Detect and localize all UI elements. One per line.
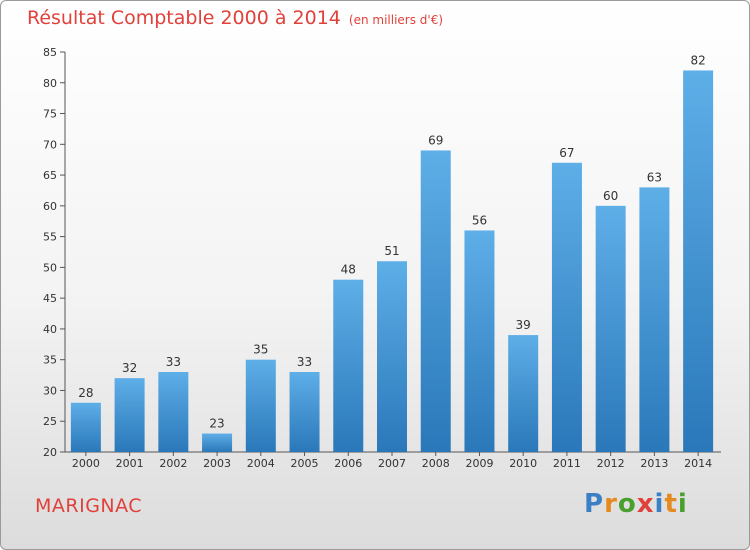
logo-letter: i — [677, 489, 688, 519]
y-tick-label: 35 — [43, 354, 57, 367]
bar — [333, 279, 364, 452]
y-tick-label: 30 — [43, 384, 57, 397]
bar — [70, 402, 101, 452]
y-tick-label: 60 — [43, 200, 57, 213]
x-tick-label: 2012 — [597, 457, 625, 470]
logo-letter: P — [584, 489, 605, 519]
bar-value-label: 23 — [209, 417, 224, 431]
x-tick-label: 2010 — [509, 457, 537, 470]
bar-value-label: 51 — [384, 244, 399, 258]
bar-value-label: 33 — [297, 355, 312, 369]
y-tick-label: 40 — [43, 323, 57, 336]
logo-letter: x — [636, 489, 655, 519]
x-tick-label: 2009 — [465, 457, 493, 470]
y-tick-label: 75 — [43, 108, 57, 121]
x-axis: 2000 2001 2002 2003 2004 2005 2006 2007 2008 2009… — [65, 451, 721, 470]
bar — [289, 372, 320, 452]
y-tick-label: 45 — [43, 292, 57, 305]
bar — [464, 230, 495, 452]
y-tick-label: 25 — [43, 415, 57, 428]
bar-value-label: 69 — [428, 133, 443, 147]
y-tick-label: 50 — [43, 261, 57, 274]
x-tick-label: 2007 — [378, 457, 406, 470]
bar — [508, 335, 539, 452]
bar — [595, 205, 626, 452]
x-tick-label: 2013 — [640, 457, 668, 470]
x-tick-label: 2006 — [334, 457, 362, 470]
y-tick-label: 80 — [43, 77, 57, 90]
x-tick-label: 2008 — [422, 457, 450, 470]
place-name: MARIGNAC — [35, 495, 143, 517]
x-tick-label: 2005 — [291, 457, 319, 470]
x-tick-label: 2000 — [72, 457, 100, 470]
bar — [639, 187, 670, 452]
bar — [158, 372, 189, 452]
bar — [114, 378, 145, 452]
y-tick-label: 65 — [43, 169, 57, 182]
bar-value-label: 60 — [603, 189, 618, 203]
y-axis: 20 25 30 35 40 45 50 55 60 65 70 75 80 85 — [43, 46, 66, 459]
bar-value-label: 48 — [341, 263, 356, 277]
y-tick-label: 70 — [43, 138, 57, 151]
bars — [70, 70, 714, 452]
logo-letter: i — [654, 489, 665, 519]
x-tick-label: 2001 — [116, 457, 144, 470]
value-labels: 28 32 33 23 35 33 48 51 69 56 39 67 60 63 82 — [78, 53, 706, 430]
bar — [377, 261, 407, 452]
bar-value-label: 82 — [690, 53, 705, 67]
x-tick-label: 2011 — [553, 457, 581, 470]
x-tick-label: 2002 — [159, 457, 187, 470]
bar — [202, 433, 233, 452]
bar-value-label: 33 — [166, 355, 181, 369]
y-tick-label: 85 — [43, 46, 57, 59]
logo-letter: r — [604, 489, 618, 519]
chart-title-text: Résultat Comptable 2000 à 2014 — [27, 7, 341, 29]
bar-value-label: 35 — [253, 343, 268, 357]
bar-value-label: 63 — [647, 170, 662, 184]
proxiti-logo: Proxiti — [584, 489, 688, 519]
bar — [420, 150, 451, 452]
x-tick-label: 2003 — [203, 457, 231, 470]
bar — [245, 359, 276, 452]
bar-value-label: 67 — [559, 146, 574, 160]
x-tick-label: 2014 — [684, 457, 712, 470]
logo-letter: o — [617, 489, 637, 519]
bar-value-label: 32 — [122, 361, 137, 375]
chart-title: Résultat Comptable 2000 à 2014 (en millie… — [27, 7, 443, 29]
bar-value-label: 28 — [78, 386, 93, 400]
bar — [551, 162, 582, 452]
bar-value-label: 39 — [516, 318, 531, 332]
logo-letter: t — [664, 489, 678, 519]
x-tick-label: 2004 — [247, 457, 275, 470]
y-tick-label: 55 — [43, 231, 57, 244]
y-tick-label: 20 — [43, 446, 57, 459]
chart-subtitle: (en milliers d'€) — [348, 13, 444, 27]
bar — [683, 70, 714, 452]
bar-value-label: 56 — [472, 213, 487, 227]
